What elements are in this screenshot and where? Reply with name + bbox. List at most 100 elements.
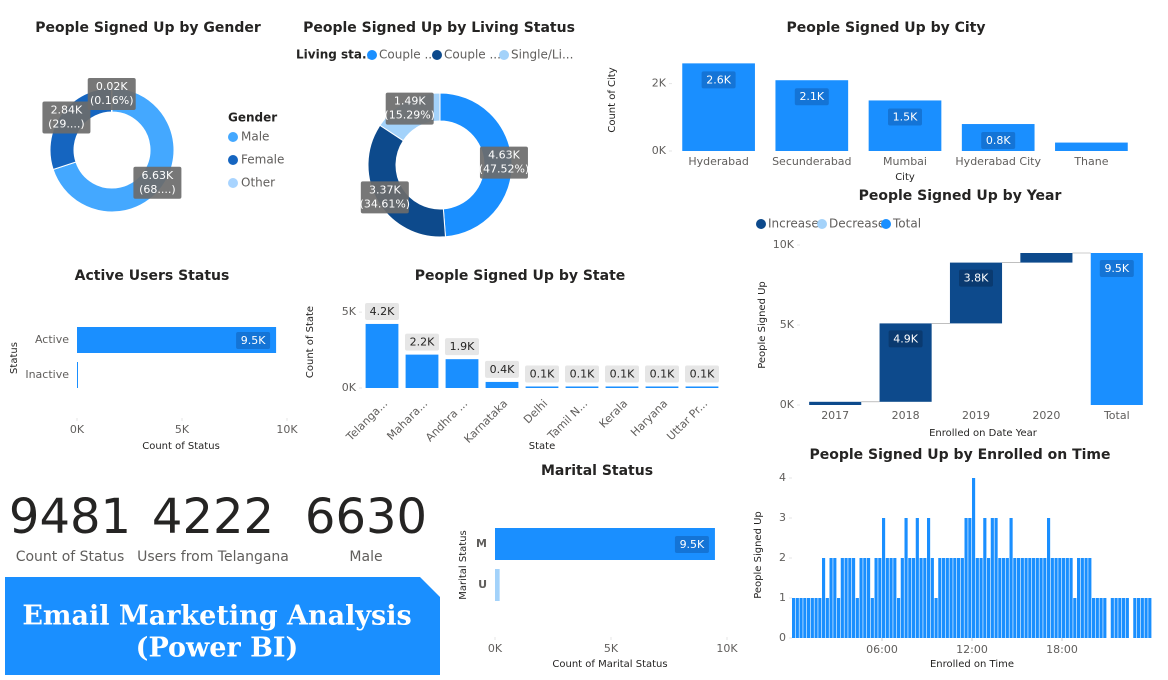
x-tick-label: 2018 (892, 409, 920, 422)
bar (818, 598, 822, 638)
bar (968, 518, 972, 638)
bar (810, 598, 814, 638)
x-tick-label: Uttar Pr... (664, 397, 710, 443)
x-tick-label: 10K (276, 423, 298, 436)
y-axis-label: Marital Status (458, 530, 469, 600)
bar (923, 558, 927, 638)
bar (1092, 598, 1096, 638)
data-label: 4.2K (370, 305, 395, 318)
x-tick-label: Mumbai (883, 155, 927, 168)
data-label: 2.6K (706, 73, 731, 86)
data-label-box (485, 360, 519, 378)
data-label-box (445, 338, 479, 356)
chart-title: People Signed Up by Year (859, 188, 1062, 204)
data-label-box (360, 181, 409, 214)
x-tick-label: 5K (604, 642, 619, 655)
legend-marker (756, 219, 766, 229)
y-tick-label: U (478, 578, 487, 591)
bar (983, 518, 987, 638)
data-label: 9.5K (241, 334, 266, 347)
bar (809, 401, 862, 405)
bar (874, 558, 878, 638)
y-axis-label: People Signed Up (757, 281, 768, 369)
x-axis-label: State (529, 441, 555, 452)
chart-title: People Signed Up by City (786, 20, 985, 36)
card-label: Users from Telangana (137, 549, 289, 565)
y-tick-label: 0 (779, 631, 786, 644)
bar (972, 478, 976, 638)
x-tick-label: Tamil N... (545, 397, 591, 443)
x-tick-label: 0K (488, 642, 503, 655)
bar (1125, 598, 1129, 638)
bar (565, 386, 599, 388)
bar (1039, 558, 1043, 638)
x-tick-label: 18:00 (1046, 643, 1078, 656)
bar (525, 386, 559, 388)
bar (840, 558, 844, 638)
data-label: 0.1K (690, 367, 715, 380)
bar (1043, 558, 1047, 638)
x-axis-label: Count of Status (142, 441, 220, 452)
data-label: 4.63K (488, 149, 520, 162)
data-label: 0.1K (530, 367, 555, 380)
data-label-box (605, 365, 639, 383)
data-label: (34.61%) (360, 197, 411, 210)
bar (844, 558, 848, 638)
y-tick-label: 2 (779, 551, 786, 564)
bar (685, 386, 719, 388)
x-tick-label: 0K (70, 423, 85, 436)
x-tick-label: Kerala (597, 397, 631, 431)
data-label-box (959, 269, 993, 287)
data-label-box (645, 365, 679, 383)
data-label-box (981, 132, 1016, 150)
x-axis-label: City (895, 172, 915, 183)
donut-slice (439, 92, 513, 238)
bar (1099, 598, 1103, 638)
data-label-box (385, 92, 434, 125)
data-label: 1.5K (893, 110, 918, 123)
bar (927, 518, 931, 638)
data-label-box (236, 332, 271, 349)
legend-label: Decrease (829, 217, 885, 231)
bar (868, 100, 942, 151)
bar (1002, 558, 1006, 638)
x-tick-label: 2017 (821, 409, 849, 422)
bar (1090, 253, 1143, 405)
bar (1084, 558, 1088, 638)
bar (1122, 598, 1126, 638)
legend-label: Male (241, 130, 269, 144)
x-tick-label: 5K (175, 423, 190, 436)
bar (878, 558, 882, 638)
legend-label: Increase (768, 217, 819, 231)
bar (1020, 253, 1073, 263)
data-label: (0.16%) (90, 94, 134, 107)
x-tick-label: 2020 (1032, 409, 1060, 422)
bar (979, 558, 983, 638)
chart-title: People Signed Up by Enrolled on Time (809, 447, 1110, 463)
x-tick-label: Karnataka (462, 397, 511, 446)
y-axis-label: Count of State (305, 306, 316, 378)
bar (645, 386, 679, 388)
bar (807, 598, 811, 638)
y-tick-label: 0K (780, 398, 795, 411)
data-label-box (525, 365, 559, 383)
legend-marker (817, 219, 827, 229)
y-tick-label: 3 (779, 511, 786, 524)
data-label: 9.5K (680, 538, 705, 551)
bar (1065, 558, 1069, 638)
legend-label: Total (892, 217, 921, 231)
bar (825, 598, 829, 638)
bar (1032, 558, 1036, 638)
bar (1144, 598, 1148, 638)
x-tick-label: 2019 (962, 409, 990, 422)
data-label: 9.5K (1104, 262, 1129, 275)
card-value: 9481 (9, 489, 131, 545)
data-label: 0.02K (96, 80, 128, 93)
bar (1080, 558, 1084, 638)
bar (885, 558, 889, 638)
y-tick-label: 0K (342, 381, 357, 394)
bar (799, 598, 803, 638)
y-tick-label: 1 (779, 591, 786, 604)
bar (998, 558, 1002, 638)
bar (1035, 558, 1039, 638)
